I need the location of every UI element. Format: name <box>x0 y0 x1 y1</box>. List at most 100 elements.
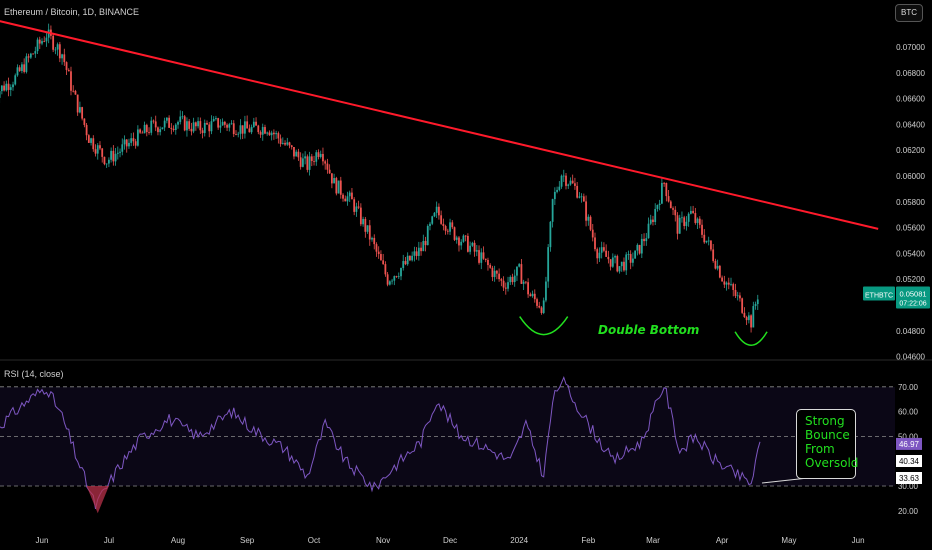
candle-body <box>181 116 184 118</box>
candle-body <box>0 85 3 92</box>
price-axis-tick-label: 0.06600 <box>896 95 925 104</box>
candle-body <box>549 221 552 248</box>
candle-body <box>400 267 402 277</box>
candle-body <box>438 206 440 216</box>
candle-body <box>696 218 699 223</box>
candle-body <box>495 270 498 274</box>
candle-body <box>498 273 501 280</box>
candle-body <box>179 116 182 122</box>
candle-body <box>527 282 529 295</box>
candle-body <box>130 138 133 143</box>
candle-body <box>458 237 460 246</box>
candle-body <box>261 127 264 135</box>
candle-body <box>480 252 483 263</box>
candle-body <box>313 160 315 162</box>
candle-body <box>402 261 405 268</box>
candle-body <box>567 184 570 186</box>
rsi-axis-tick-label: 30.00 <box>898 482 919 491</box>
last-price-countdown: 07:22:06 <box>899 301 926 308</box>
callout-line: Strong <box>805 414 845 428</box>
candle-body <box>377 251 380 255</box>
rsi-axis-tick-label: 50.00 <box>898 432 919 441</box>
time-axis-tick-label: Nov <box>376 536 390 545</box>
candle-body <box>346 196 349 202</box>
candle-body <box>190 128 193 132</box>
candle-body <box>112 150 115 162</box>
candle-body <box>409 255 411 261</box>
candle-body <box>348 192 351 197</box>
candle-body <box>226 124 228 128</box>
candle-body <box>290 145 293 148</box>
candle-body <box>580 196 583 198</box>
price-axis-tick-label: 0.06000 <box>896 172 925 181</box>
candle-body <box>192 122 195 132</box>
candle-body <box>698 218 701 225</box>
candle-body <box>16 67 19 76</box>
candle-body <box>197 121 199 127</box>
candle-body <box>36 39 39 52</box>
rsi-axis-tick-label: 70.00 <box>898 383 919 392</box>
candle-body <box>96 145 99 154</box>
candle-body <box>596 249 599 259</box>
time-axis-tick-label: Feb <box>581 536 595 545</box>
candle-body <box>663 182 666 184</box>
candle-body <box>275 133 278 135</box>
candle-body <box>736 295 739 297</box>
candle-body <box>745 317 748 321</box>
candle-body <box>533 293 536 300</box>
candle-body <box>79 107 81 113</box>
candle-body <box>513 275 516 283</box>
currency-button[interactable]: BTC <box>895 4 923 22</box>
candle-body <box>478 250 480 263</box>
candle-body <box>159 129 162 133</box>
candle-body <box>74 90 77 95</box>
candle-body <box>391 280 393 282</box>
candle-body <box>92 138 95 150</box>
candle-body <box>598 252 601 259</box>
candle-body <box>259 132 262 135</box>
candle-body <box>382 260 385 265</box>
candle-body <box>618 266 621 272</box>
candle-body <box>335 178 338 194</box>
candle-body <box>685 221 688 227</box>
candle-body <box>607 256 610 260</box>
candle-body <box>217 118 220 128</box>
candle-body <box>705 240 708 243</box>
rsi-ma-tag <box>896 455 922 467</box>
candle-body <box>353 199 356 212</box>
symbol-title: Ethereum / Bitcoin, 1D, BINANCE <box>4 7 140 17</box>
candle-body <box>125 139 128 147</box>
candle-body <box>491 267 494 278</box>
candle-body <box>150 120 153 133</box>
time-axis-tick-label: Dec <box>443 536 457 545</box>
candle-body <box>168 117 170 128</box>
candle-body <box>38 39 41 44</box>
candle-body <box>645 238 648 242</box>
candle-body <box>466 235 469 252</box>
candle-body <box>172 128 175 130</box>
price-symbol-tag-text: ETHBTC <box>865 293 893 300</box>
candle-body <box>27 56 30 58</box>
candle-body <box>587 216 590 221</box>
candle-body <box>551 199 554 222</box>
candle-body <box>520 264 523 284</box>
time-axis-tick-label: Jul <box>104 536 114 545</box>
candle-body <box>524 281 527 283</box>
rsi-low-value: 33.63 <box>899 474 920 483</box>
candle-body <box>471 242 474 246</box>
candle-body <box>384 264 387 275</box>
price-axis-tick-label: 0.06200 <box>896 146 925 155</box>
candle-body <box>493 270 496 278</box>
candle-body <box>727 282 730 285</box>
price-symbol-tag <box>863 286 895 301</box>
candle-body <box>710 240 712 250</box>
candle-body <box>76 94 79 113</box>
candle-body <box>41 41 43 44</box>
candle-body <box>99 145 101 149</box>
candle-body <box>7 83 10 90</box>
candle-body <box>747 315 750 321</box>
candle-body <box>565 175 567 186</box>
candle-body <box>58 44 61 59</box>
